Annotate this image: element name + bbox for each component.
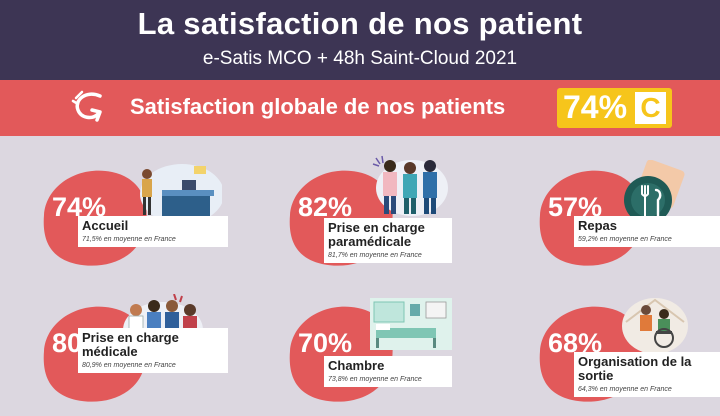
card-national-average: 73,8% en moyenne en France <box>328 376 422 383</box>
global-satisfaction-label: Satisfaction globale de nos patients <box>130 94 506 119</box>
card-label-box: Chambre 73,8% en moyenne en France <box>324 356 452 387</box>
card-national-average: 81,7% en moyenne en France <box>328 252 422 259</box>
satisfaction-card-chambre: 70% Chambre 73,8% en moyenne en France <box>280 296 480 416</box>
card-label: Prise en charge médicale <box>82 330 179 359</box>
global-score-badge: 74% C <box>557 88 672 128</box>
plate-cutlery-icon <box>624 160 685 224</box>
hospital-room-illustration <box>370 298 452 350</box>
global-satisfaction-banner: Satisfaction globale de nos patients 74%… <box>0 80 720 136</box>
card-label-box: Organisation de la sortie 64,3% en moyen… <box>574 352 720 397</box>
card-national-average: 71,5% en moyenne en France <box>82 236 176 243</box>
header: La satisfaction de nos patient e-Satis M… <box>0 0 720 80</box>
satisfaction-card-sortie: 68% Organisation de la sortie 64,3% en m… <box>530 296 720 416</box>
card-label-box: Repas 59,2% en moyenne en France <box>574 216 720 247</box>
card-national-average: 64,3% en moyenne en France <box>578 386 672 393</box>
curved-arrow-icon <box>71 90 102 122</box>
page-title: La satisfaction de nos patient <box>137 6 583 41</box>
card-label-box: Prise en charge médicale 80,9% en moyenn… <box>78 328 228 373</box>
card-label: Prise en charge paramédicale <box>328 220 425 249</box>
card-label: Accueil <box>82 218 129 233</box>
card-label: Organisation de la sortie <box>578 354 692 383</box>
global-grade: C <box>635 92 666 124</box>
card-label: Chambre <box>328 358 385 373</box>
satisfaction-card-paramedical: 82% Prise en charge paramédicale 81,7% e… <box>280 155 480 280</box>
card-label: Repas <box>578 218 618 233</box>
nurses-illustration <box>372 155 448 216</box>
card-percentage: 82% <box>298 192 353 222</box>
card-label-box: Accueil 71,5% en moyenne en France <box>78 216 228 247</box>
page-subtitle: e-Satis MCO + 48h Saint-Cloud 2021 <box>202 48 518 69</box>
global-score-value: 74% <box>563 89 628 125</box>
satisfaction-card-medical: 80% Prise en charge médicale 80,9% en mo… <box>34 294 234 416</box>
card-percentage: 70% <box>298 328 353 358</box>
wheelchair-exit-illustration <box>622 298 688 354</box>
reception-desk-illustration <box>140 164 222 224</box>
card-national-average: 59,2% en moyenne en France <box>578 236 672 243</box>
satisfaction-card-repas: 57% Repas 59,2% en moyenne en France <box>530 160 720 280</box>
card-label-box: Prise en charge paramédicale 81,7% en mo… <box>324 218 452 263</box>
card-national-average: 80,9% en moyenne en France <box>82 362 176 369</box>
satisfaction-card-accueil: 74% Accueil 71,5% en moyenne en France <box>34 160 234 280</box>
